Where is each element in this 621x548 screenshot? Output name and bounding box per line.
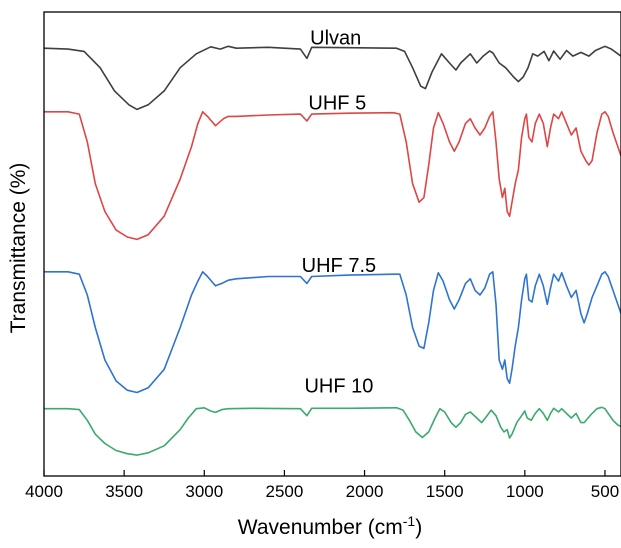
x-tick-label-3: 2500 [266, 482, 304, 501]
series-line-1 [44, 111, 621, 241]
x-tick-label-2: 3000 [185, 482, 223, 501]
x-tick-label-4: 2000 [346, 482, 384, 501]
series-label-0: Ulvan [310, 27, 361, 49]
series-label-layer: Ulvan UHF 5 UHF 7.5 UHF 10 [302, 27, 376, 397]
x-axis-ticks: 4000 3500 3000 2500 2000 1500 1000 500 [25, 470, 619, 501]
x-axis-title-main: Wavenumber (cm [238, 516, 403, 539]
x-tick-label-0: 4000 [25, 482, 63, 501]
x-axis-title: Wavenumber (cm-1) [238, 513, 422, 539]
series-line-2 [44, 271, 621, 394]
x-axis-title-sup: -1 [403, 513, 416, 529]
x-tick-label-5: 1500 [426, 482, 464, 501]
series-label-3: UHF 10 [304, 375, 373, 397]
series-layer [43, 45, 621, 456]
x-tick-label-6: 1000 [506, 482, 544, 501]
plot-frame [43, 11, 621, 477]
y-axis-title: Transmittance (%) [7, 163, 30, 334]
x-tick-label-1: 3500 [105, 482, 143, 501]
series-line-0 [43, 45, 621, 111]
series-label-2: UHF 7.5 [302, 255, 376, 277]
series-line-3 [44, 406, 621, 456]
x-tick-label-7: 500 [591, 482, 619, 501]
series-label-1: UHF 5 [308, 92, 366, 114]
x-axis-title-close: ) [415, 516, 422, 539]
